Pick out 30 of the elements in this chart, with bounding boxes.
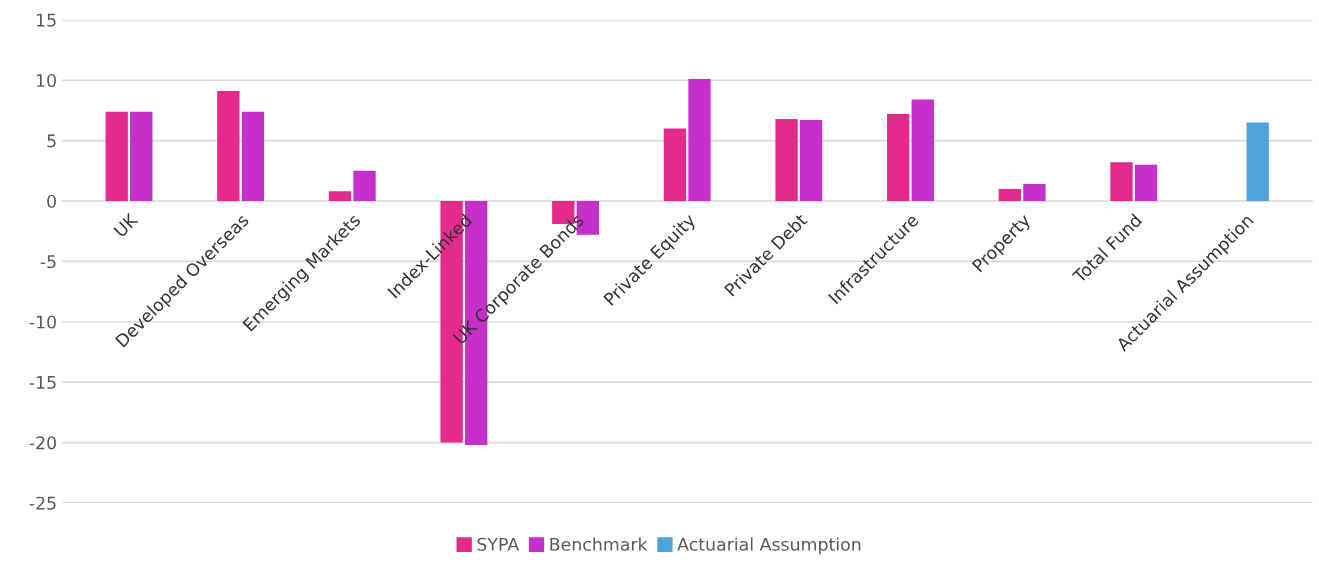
bar (105, 111, 128, 201)
bar (1246, 122, 1269, 201)
y-tick-label: -15 (29, 376, 56, 389)
y-tick-label: 15 (36, 13, 56, 27)
bar (1134, 164, 1158, 201)
x-tick-label: UK (113, 212, 139, 238)
legend-label: Actuarial Assumption (677, 537, 861, 555)
bar (887, 114, 910, 201)
bar (799, 120, 823, 201)
y-tick-label: -5 (40, 255, 56, 269)
bar (911, 99, 934, 201)
bar (241, 111, 265, 201)
y-tick-label: 10 (36, 73, 56, 88)
y-tick-label: -25 (29, 496, 56, 510)
bar (1023, 184, 1046, 201)
y-tick-label: -10 (29, 315, 56, 329)
bar (353, 170, 376, 201)
y-tick-label: -20 (29, 436, 56, 450)
bar (663, 128, 687, 201)
y-tick-label: 5 (47, 134, 56, 148)
bar (998, 188, 1022, 201)
bar (217, 91, 240, 201)
legend-label: SYPA (477, 537, 520, 551)
bar (775, 118, 798, 201)
bar (328, 191, 352, 201)
bar (688, 79, 711, 201)
y-tick-label: 0 (47, 194, 56, 208)
legend-label: Benchmark (550, 537, 648, 551)
bar (1110, 162, 1133, 201)
bar (130, 111, 153, 201)
